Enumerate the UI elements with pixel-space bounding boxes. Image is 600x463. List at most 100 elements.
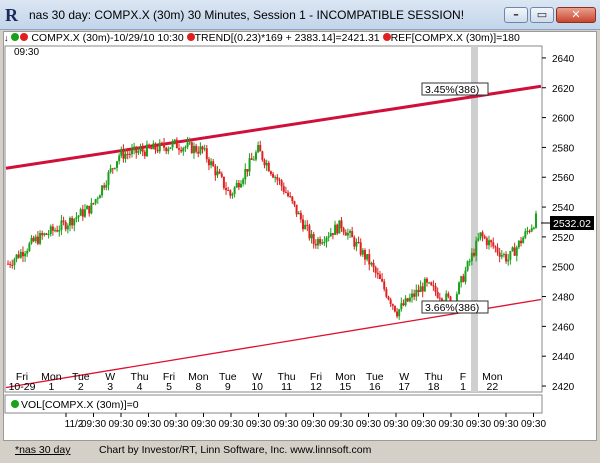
x-date-label: 1: [460, 381, 466, 393]
candle-body: [240, 183, 243, 188]
upper-annotation: 3.45%(386): [425, 84, 479, 96]
candle-body: [319, 239, 322, 244]
window-title: nas 30 day: COMPX.X (30m) 30 Minutes, Se…: [29, 8, 465, 22]
lower-annotation-box: [421, 300, 489, 314]
candle-body: [11, 264, 14, 266]
candle-body: [278, 179, 281, 181]
candle-body: [90, 203, 93, 214]
candle-body: [293, 201, 296, 205]
candle-body: [301, 219, 304, 230]
volume-x-label: 09:30: [218, 419, 243, 430]
price-chart[interactable]: 2420 2440 2460 2480 2500 2520 2540 2560 2580 2600…: [4, 32, 596, 440]
candle-body: [276, 177, 279, 180]
candle-body: [421, 286, 424, 292]
candle-body: [244, 169, 247, 180]
candle-body: [368, 254, 371, 265]
lower-channel-line[interactable]: [5, 298, 542, 389]
candle-body: [261, 151, 264, 160]
candle-body: [103, 185, 106, 188]
candle-body: [60, 220, 63, 230]
candle-body: [398, 309, 401, 317]
candle-body: [479, 232, 482, 239]
candle-body: [156, 149, 159, 152]
candle-body: [113, 167, 116, 169]
candle-body: [83, 209, 86, 217]
candle-body: [323, 241, 326, 243]
candle-body: [359, 242, 362, 255]
volume-x-label: 09:30: [521, 419, 546, 430]
green-dot-icon: [11, 33, 20, 42]
candle-body: [415, 289, 418, 297]
volume-panel[interactable]: [4, 394, 543, 414]
candle-body: [387, 296, 390, 300]
close-button[interactable]: ✕: [556, 7, 596, 23]
candle-body: [24, 253, 27, 257]
candle-body: [447, 293, 450, 297]
candle-body: [535, 213, 537, 228]
candle-body: [120, 149, 123, 156]
candle-body: [86, 205, 89, 210]
candle-body: [496, 247, 499, 253]
chart-tab[interactable]: *nas 30 day: [15, 444, 71, 456]
candle-body: [513, 247, 516, 256]
candle-body: [184, 146, 187, 149]
minimize-button[interactable]: –: [504, 7, 528, 23]
candle-body: [417, 289, 420, 293]
candle-body: [505, 254, 508, 262]
candle-body: [477, 238, 480, 241]
candle-body: [430, 282, 433, 286]
candle-body: [163, 143, 166, 148]
maximize-button[interactable]: ▭: [530, 7, 554, 23]
upper-channel-line[interactable]: [5, 84, 542, 170]
candle-body: [118, 155, 121, 162]
x-date-label: 8: [195, 381, 201, 393]
candle-body: [370, 262, 373, 265]
x-date-label: 3: [107, 381, 113, 393]
candle-body: [122, 149, 125, 159]
x-date-label: 16: [369, 381, 381, 393]
legend-symbol[interactable]: COMPX.X (30m)-10/29/10 10:30: [31, 32, 184, 44]
candle-body: [248, 158, 251, 172]
candle-body: [201, 146, 204, 150]
candle-body: [252, 159, 255, 161]
x-date-label: 12: [310, 381, 322, 393]
candle-body: [158, 142, 161, 152]
y-tick-label: 2640: [552, 54, 575, 65]
candle-body: [515, 247, 518, 256]
candle-body: [475, 240, 478, 256]
candle-body: [327, 236, 330, 238]
candle-body: [299, 212, 302, 220]
legend-ref[interactable]: REF[COMPX.X (30m)]=180: [390, 32, 520, 44]
volume-legend[interactable]: VOL[COMPX.X (30m)]=0: [21, 399, 139, 411]
volume-x-label: 09:30: [493, 419, 518, 430]
title-bar[interactable]: R nas 30 day: COMPX.X (30m) 30 Minutes, …: [0, 0, 600, 30]
candle-body: [229, 190, 232, 196]
candle-body: [282, 186, 285, 192]
volume-status-icon: [11, 400, 19, 408]
candle-body: [169, 147, 172, 149]
candle-body: [62, 220, 65, 223]
x-day-label: Fri: [163, 371, 175, 383]
volume-x-label: 09:30: [136, 419, 161, 430]
candle-body: [96, 198, 99, 200]
candle-body: [502, 254, 505, 256]
candle-body: [109, 168, 112, 173]
legend-arrow-icon[interactable]: ↓: [4, 33, 9, 43]
candle-body: [526, 230, 529, 232]
candle-body: [227, 190, 230, 192]
candle-body: [272, 173, 275, 178]
candle-body: [26, 250, 29, 254]
candle-body: [520, 240, 523, 244]
legend-trend[interactable]: TREND[(0.23)*169 + 2383.14]=2421.31: [194, 32, 380, 44]
x-date-label: 2: [78, 381, 84, 393]
candle-body: [517, 240, 520, 248]
candle-body: [105, 184, 108, 188]
candle-body: [186, 142, 189, 147]
chart-window[interactable]: ↓ COMPX.X (30m)-10/29/10 10:30 TREND[(0.…: [3, 31, 597, 441]
candle-body: [329, 233, 332, 237]
candle-body: [126, 153, 129, 155]
candle-body: [210, 161, 213, 166]
x-day-label: Fri: [16, 371, 28, 383]
candle-body: [464, 270, 467, 282]
candle-body: [56, 230, 59, 232]
